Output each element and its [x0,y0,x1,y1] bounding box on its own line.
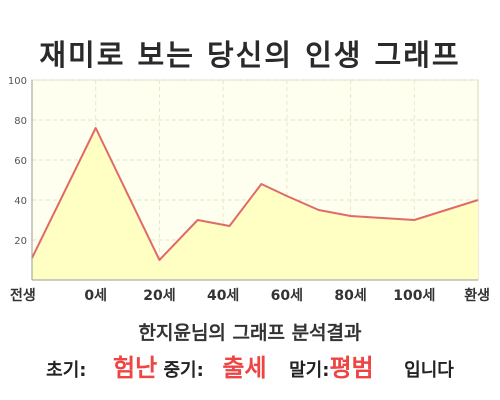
x-tick-label: 20세 [143,288,175,304]
x-tick-label: 60세 [271,288,303,304]
series-line [31,127,479,261]
early-value: 험난 [113,354,158,382]
x-tick-label: 40세 [207,288,239,304]
x-tick-label: 80세 [334,288,366,304]
x-tick-label: 전생 [10,287,36,304]
mid-label: 중기: [163,360,204,381]
mid-value: 출세 [222,354,267,382]
y-tick-label: 20 [14,236,27,247]
life-graph-chart: 20 40 60 80 100 전생 0세 20세 40세 60세 80세 100세 환생 [8,76,490,304]
early-label: 초기: [46,360,87,381]
series-area [32,128,478,280]
late-label: 말기: [289,360,330,381]
x-tick-label: 0세 [84,288,107,304]
x-tick-label: 100세 [393,288,435,304]
page-title: 재미로 보는 당신의 인생 그래프 [39,38,461,72]
y-tick-label: 40 [14,196,27,207]
x-tick-label: 환생 [464,287,490,304]
y-tick-label: 60 [14,156,27,167]
y-tick-label: 80 [14,116,27,127]
analysis-heading: 한지윤님의 그래프 분석결과 [138,322,362,344]
analysis-result: 초기: 험난 중기: 출세 말기:평범 입니다 [0,348,500,383]
y-tick-label: 100 [8,76,27,87]
late-value: 평범 [329,354,374,382]
suffix-text: 입니다 [404,360,454,381]
